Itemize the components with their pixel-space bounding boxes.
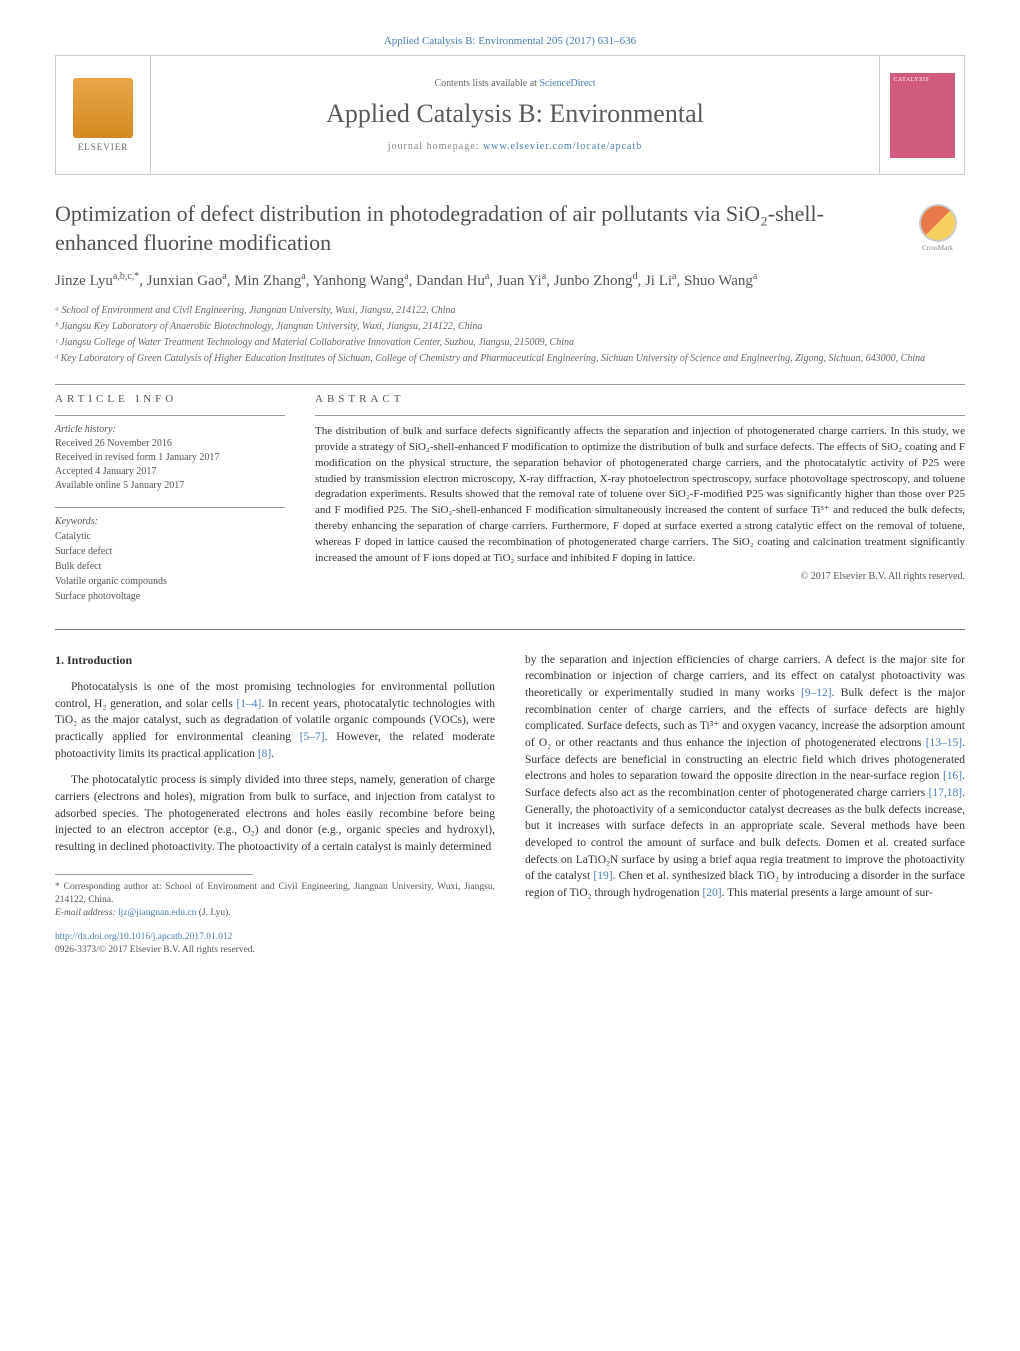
email-link[interactable]: ljz@jiangnan.edu.cn [118, 908, 196, 918]
body-column-left: 1. Introduction Photocatalysis is one of… [55, 652, 495, 958]
email-line: E-mail address: ljz@jiangnan.edu.cn (J. … [55, 907, 495, 920]
history-line: Received 26 November 2016 [55, 437, 285, 451]
title-row: Optimization of defect distribution in p… [55, 200, 965, 257]
reference-link[interactable]: [17,18] [929, 787, 963, 799]
reference-link[interactable]: [1–4] [236, 698, 261, 710]
email-person: (J. Lyu). [196, 908, 230, 918]
reference-link[interactable]: [19] [593, 870, 612, 882]
keyword-item: Surface defect [55, 544, 285, 559]
info-abstract-row: ARTICLE INFO Article history: Received 2… [55, 393, 965, 604]
sciencedirect-link[interactable]: ScienceDirect [539, 78, 595, 89]
keywords-label: Keywords: [55, 516, 285, 527]
section-number: 1. [55, 653, 64, 667]
divider [55, 507, 285, 508]
body-paragraph: by the separation and injection efficien… [525, 652, 965, 902]
abstract-heading: ABSTRACT [315, 393, 965, 405]
article-title: Optimization of defect distribution in p… [55, 200, 895, 257]
corresponding-text: * Corresponding author at: School of Env… [55, 881, 495, 908]
banner-center: Contents lists available at ScienceDirec… [151, 56, 879, 174]
crossmark-badge[interactable]: CrossMark [910, 200, 965, 255]
homepage-prefix: journal homepage: [388, 141, 483, 152]
journal-name: Applied Catalysis B: Environmental [326, 99, 704, 129]
journal-banner: ELSEVIER Contents lists available at Sci… [55, 55, 965, 175]
divider [315, 415, 965, 416]
abstract-text: The distribution of bulk and surface def… [315, 424, 965, 567]
body-paragraph: Photocatalysis is one of the most promis… [55, 679, 495, 762]
reference-link[interactable]: [5–7] [300, 731, 325, 743]
reference-link[interactable]: [13–15] [926, 737, 962, 749]
issn-line: 0926-3373/© 2017 Elsevier B.V. All right… [55, 944, 495, 957]
keyword-item: Bulk defect [55, 559, 285, 574]
elsevier-tree-icon [73, 78, 133, 138]
contents-prefix: Contents lists available at [434, 78, 539, 89]
keyword-item: Volatile organic compounds [55, 574, 285, 589]
authors-line: Jinze Lyua,b,c,*, Junxian Gaoa, Min Zhan… [55, 269, 965, 293]
history-label: Article history: [55, 424, 285, 435]
affiliation-line: ᵇ Jiangsu Key Laboratory of Anaerobic Bi… [55, 319, 965, 334]
body-column-right: by the separation and injection efficien… [525, 652, 965, 958]
doi-link[interactable]: http://dx.doi.org/10.1016/j.apcatb.2017.… [55, 932, 232, 942]
abstract-copyright: © 2017 Elsevier B.V. All rights reserved… [315, 571, 965, 582]
cover-image-icon [890, 73, 955, 158]
contents-available-line: Contents lists available at ScienceDirec… [434, 78, 595, 89]
keywords-list: CatalyticSurface defectBulk defectVolati… [55, 529, 285, 604]
reference-link[interactable]: [9–12] [801, 687, 832, 699]
footnote-divider [55, 874, 253, 875]
reference-link[interactable]: [16] [943, 770, 962, 782]
body-columns: 1. Introduction Photocatalysis is one of… [55, 652, 965, 958]
section-heading: 1. Introduction [55, 652, 495, 669]
affiliation-line: ᶜ Jiangsu College of Water Treatment Tec… [55, 335, 965, 350]
divider [55, 384, 965, 385]
abstract-column: ABSTRACT The distribution of bulk and su… [315, 393, 965, 604]
history-lines: Received 26 November 2016Received in rev… [55, 437, 285, 493]
section-title: Introduction [67, 653, 132, 667]
crossmark-icon [919, 204, 957, 242]
affiliation-line: ᵃ School of Environment and Civil Engine… [55, 303, 965, 318]
crossmark-label: CrossMark [922, 244, 953, 252]
article-info-column: ARTICLE INFO Article history: Received 2… [55, 393, 285, 604]
body-paragraph: The photocatalytic process is simply div… [55, 772, 495, 855]
page: Applied Catalysis B: Environmental 205 (… [0, 0, 1020, 992]
history-line: Accepted 4 January 2017 [55, 465, 285, 479]
homepage-link[interactable]: www.elsevier.com/locate/apcatb [483, 141, 642, 152]
doi-block: http://dx.doi.org/10.1016/j.apcatb.2017.… [55, 931, 495, 958]
publisher-logo: ELSEVIER [56, 56, 151, 174]
reference-link[interactable]: [20] [702, 887, 721, 899]
divider [55, 415, 285, 416]
history-line: Received in revised form 1 January 2017 [55, 451, 285, 465]
keyword-item: Surface photovoltage [55, 589, 285, 604]
homepage-line: journal homepage: www.elsevier.com/locat… [388, 141, 643, 152]
affiliation-line: ᵈ Key Laboratory of Green Catalysis of H… [55, 351, 965, 366]
divider-thick [55, 629, 965, 630]
email-label: E-mail address: [55, 908, 118, 918]
running-header: Applied Catalysis B: Environmental 205 (… [55, 35, 965, 47]
article-info-heading: ARTICLE INFO [55, 393, 285, 405]
citation-text: Applied Catalysis B: Environmental 205 (… [384, 35, 636, 47]
publisher-name: ELSEVIER [78, 142, 129, 152]
cover-thumbnail [879, 56, 964, 174]
history-line: Available online 5 January 2017 [55, 479, 285, 493]
corresponding-footnote: * Corresponding author at: School of Env… [55, 881, 495, 921]
reference-link[interactable]: [8] [258, 748, 271, 760]
affiliations: ᵃ School of Environment and Civil Engine… [55, 303, 965, 366]
keyword-item: Catalytic [55, 529, 285, 544]
